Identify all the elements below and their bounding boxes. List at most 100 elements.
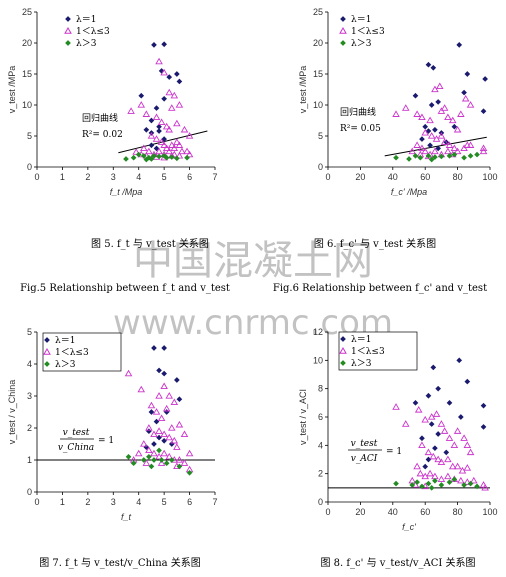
data-point-lambda1to3: [413, 110, 421, 117]
x-axis-label: f_t: [121, 512, 132, 522]
annotation-r2: R²= 0.02: [82, 130, 123, 140]
legend-marker-lambda1to3: [43, 347, 51, 355]
data-point-lambda1: [425, 392, 432, 399]
data-point-lambda1to3: [145, 424, 153, 431]
data-point-lambda1to3: [436, 82, 444, 90]
x-tick-label: 20: [355, 507, 365, 517]
y-tick-label: 3: [27, 391, 32, 401]
data-point-lambda1: [143, 126, 150, 133]
x-tick-label: 7: [212, 172, 217, 182]
y-tick-label: 0: [318, 497, 323, 507]
data-point-lambda1to3: [157, 459, 166, 466]
data-point-lambda1: [428, 421, 435, 427]
data-point-lambda3: [419, 483, 425, 490]
legend-marker-lambda3: [340, 360, 346, 366]
data-point-lambda1: [461, 89, 467, 96]
data-point-lambda1to3: [453, 125, 462, 133]
caption-fig5-cn: 图 5. f_t 与 v_test 关系图: [91, 237, 209, 250]
legend-label: 1＜λ≤3: [55, 348, 89, 358]
legend-marker-lambda1to3: [339, 346, 347, 354]
data-point-lambda3: [432, 154, 438, 160]
data-point-lambda1: [148, 409, 155, 415]
data-point-lambda1to3: [461, 94, 470, 102]
data-point-lambda1to3: [134, 449, 143, 457]
legend-marker-lambda1: [340, 16, 346, 22]
data-point-lambda1to3: [150, 430, 158, 438]
data-point-lambda1to3: [453, 427, 462, 434]
data-point-lambda1: [153, 418, 160, 425]
data-point-lambda3: [174, 155, 180, 162]
y-tick-label: 10: [313, 100, 323, 110]
data-point-lambda1: [435, 431, 441, 437]
legend-label: 1＜λ≤3: [76, 27, 110, 37]
data-point-lambda1to3: [445, 141, 454, 148]
data-point-lambda1to3: [418, 441, 426, 448]
data-point-lambda3: [176, 463, 183, 470]
data-point-lambda1to3: [418, 113, 426, 121]
data-point-lambda1to3: [162, 122, 171, 130]
data-point-lambda1: [425, 456, 432, 463]
data-point-lambda1to3: [437, 458, 446, 465]
data-point-lambda1to3: [165, 433, 174, 441]
data-point-lambda1to3: [437, 107, 446, 114]
data-point-lambda3: [135, 151, 142, 158]
data-point-lambda1to3: [175, 141, 184, 148]
x-tick-label: 2: [85, 497, 90, 507]
data-point-lambda1to3: [165, 125, 174, 133]
data-point-lambda1: [480, 108, 487, 115]
data-point-lambda1: [425, 128, 432, 134]
data-point-lambda1to3: [124, 369, 133, 377]
data-point-lambda1to3: [440, 138, 449, 145]
data-point-lambda1to3: [426, 116, 434, 124]
data-point-lambda1: [435, 99, 441, 105]
y-axis-label: v_test /MPa: [7, 66, 17, 114]
data-point-lambda1to3: [445, 434, 454, 441]
legend-label: λ＞3: [55, 360, 76, 370]
data-point-lambda1: [161, 437, 167, 444]
data-point-lambda3: [414, 479, 420, 485]
data-point-lambda1: [161, 95, 167, 102]
data-point-lambda1to3: [165, 147, 174, 155]
data-point-lambda1to3: [466, 101, 475, 108]
data-point-lambda3: [409, 482, 416, 488]
legend-marker-lambda3: [340, 40, 346, 46]
x-tick-label: 100: [482, 172, 497, 182]
y-tick-label: 4: [318, 440, 323, 450]
data-point-lambda1to3: [432, 410, 441, 417]
data-point-lambda3: [148, 463, 155, 470]
data-point-lambda1to3: [466, 141, 475, 148]
watermark-text: 中国混凝土网: [133, 238, 373, 284]
data-point-lambda1to3: [440, 427, 449, 434]
data-point-lambda3: [432, 477, 438, 484]
data-point-lambda3: [417, 154, 424, 161]
data-point-lambda3: [168, 457, 175, 463]
data-point-lambda1: [151, 441, 157, 447]
data-point-lambda1to3: [418, 144, 426, 152]
chart-fig7: 0 1 2 3 4 5 0 1 2 3 4 5 6 7 f_t v_test / v_China λ＝1 1＜λ≤…: [7, 327, 218, 522]
data-point-lambda3: [425, 480, 432, 487]
x-tick-label: 60: [420, 507, 430, 517]
data-point-lambda1to3: [170, 436, 179, 444]
x-tick-label: 4: [136, 172, 141, 182]
data-point-lambda1: [174, 377, 180, 383]
data-point-lambda1: [174, 71, 180, 77]
data-point-lambda1to3: [142, 110, 151, 117]
y-tick-label: 0: [27, 487, 32, 497]
x-tick-label: 6: [187, 172, 192, 182]
legend-marker-lambda1to3: [64, 26, 72, 34]
data-point-lambda1to3: [431, 85, 439, 93]
data-point-lambda1: [161, 41, 167, 48]
data-point-lambda3: [461, 482, 467, 488]
data-point-lambda1to3: [444, 455, 452, 463]
data-point-lambda1: [435, 145, 441, 152]
x-tick-label: 80: [453, 172, 463, 182]
data-point-lambda3: [393, 154, 399, 161]
data-point-lambda1: [432, 126, 438, 133]
x-tick-label: 1: [60, 497, 65, 507]
data-point-lambda3: [130, 154, 137, 161]
data-point-lambda1to3: [157, 138, 166, 145]
data-point-lambda1to3: [444, 113, 452, 121]
data-point-lambda1to3: [173, 119, 181, 127]
data-point-lambda1to3: [466, 448, 475, 456]
x-tick-label: 5: [162, 172, 167, 182]
